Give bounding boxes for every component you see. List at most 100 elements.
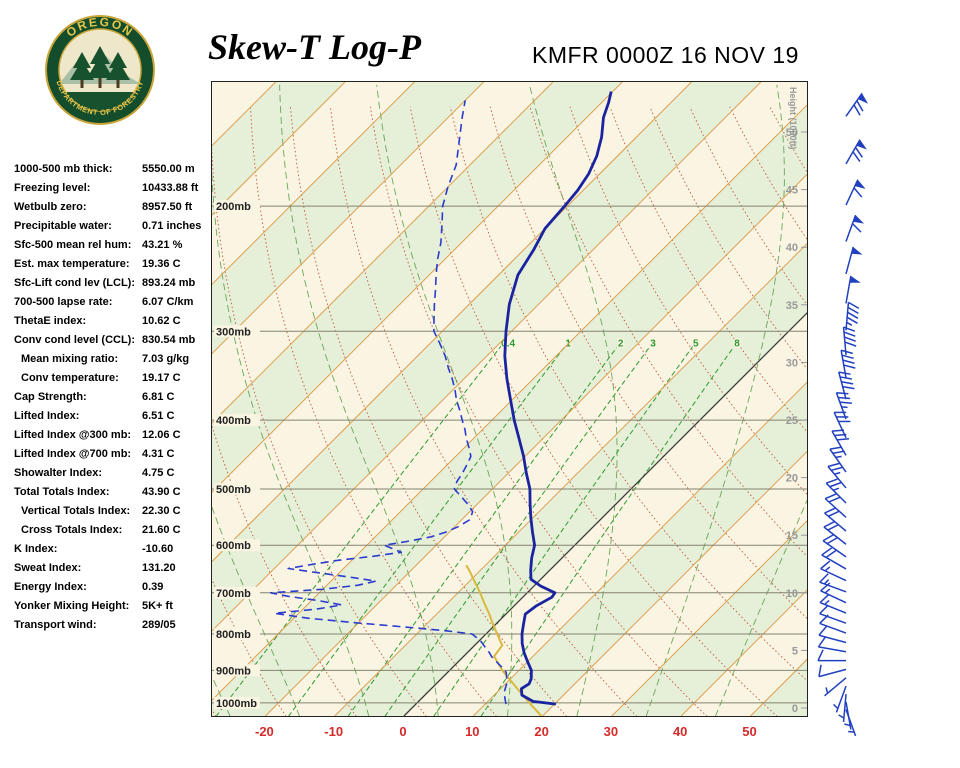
height-label: 5 [792,645,798,657]
height-label: 25 [786,415,798,427]
wind-barb [845,301,860,331]
wind-barb [821,547,847,570]
temperature-tick-label: -10 [324,724,344,739]
index-row: Transport wind: 289/05 [14,619,216,638]
index-label: Showalter Index: [14,467,103,479]
index-row: Showalter Index: 4.75 C [14,467,216,486]
wind-barb [838,694,847,723]
index-value: 10433.88 ft [142,182,199,194]
wind-barb [824,677,847,697]
index-label: Conv temperature: [21,372,119,384]
index-label: Mean mixing ratio: [21,353,119,365]
wind-barb [838,371,855,400]
index-value: 22.30 C [142,505,181,517]
wind-barb [845,275,861,304]
index-value: 43.90 C [142,486,181,498]
height-label: 15 [786,530,798,542]
height-label: 35 [786,300,798,312]
wind-barb [819,573,847,593]
temperature-trace [503,91,613,706]
odf-logo: OREGON DEPARTMENT OF FORESTRY [45,15,155,125]
wind-barb [835,392,852,420]
index-label: Freezing level: [14,182,91,194]
index-value: 21.60 C [142,524,181,536]
pressure-label: 600mb [216,540,251,552]
temperature-tick-label: 30 [603,724,619,739]
index-value: 6.07 C/km [142,296,194,308]
index-label: Sfc-500 mean rel hum: [14,239,132,251]
index-row: Sfc-500 mean rel hum: 43.21 % [14,239,216,258]
height-axis-label: Height (1000ft) [788,87,798,150]
index-value: 5550.00 m [142,163,195,175]
pressure-lines: 200mb 300mb 400mb 500mb 600mb 700mb 800mb 900mb… [212,200,807,710]
index-value: 131.20 [142,562,176,574]
index-value: 893.24 mb [142,277,196,289]
index-label: Lifted Index @700 mb: [14,448,132,460]
mixing-ratio-label: 2 [618,338,624,349]
index-label: Est. max temperature: [14,258,130,270]
wind-barb [833,685,847,713]
index-row: K Index: -10.60 [14,543,216,562]
wind-barb [819,593,847,614]
index-row: Est. max temperature: 19.36 C [14,258,216,277]
index-label: Precipitable water: [14,220,112,232]
index-value: 4.75 C [142,467,175,479]
index-label: ThetaE index: [14,315,87,327]
index-label: 700-500 lapse rate: [14,296,113,308]
wind-barb [845,139,867,165]
wind-barb [824,493,847,518]
height-label: 30 [786,357,798,369]
wind-barb [818,664,847,678]
index-value: 0.71 inches [142,220,202,232]
index-value: 43.21 % [142,239,183,251]
indices-panel: 1000-500 mb thick: 5550.00 m Freezing leve… [14,163,216,638]
index-label: Cap Strength: [14,391,87,403]
wind-barb [827,462,847,489]
index-value: -10.60 [142,543,174,555]
wind-barb [817,636,847,653]
wind-barb [817,649,846,662]
index-value: 19.36 C [142,258,181,270]
index-value: 6.51 C [142,410,175,422]
wind-barb [820,560,847,582]
height-label: 45 [786,185,798,197]
index-label: Vertical Totals Index: [21,505,131,517]
index-row: Vertical Totals Index: 22.30 C [14,505,216,524]
temperature-tick-label: 40 [672,724,688,739]
mixing-ratio-label: 3 [650,338,656,349]
index-value: 12.06 C [142,429,181,441]
index-label: Cross Totals Index: [21,524,123,536]
wind-barb [823,520,847,545]
height-label: 50 [786,127,798,139]
wind-barb [824,507,847,532]
temperature-tick-label: 50 [742,724,757,739]
wind-barb [845,179,866,206]
parcel-trace [465,564,543,716]
dry-adiabats [212,106,807,716]
index-row: Wetbulb zero: 8957.50 ft [14,201,216,220]
mixing-ratio-lines: 0.412358 [215,337,742,716]
height-label: 10 [786,588,798,600]
index-row: Yonker Mixing Height: 5K+ ft [14,600,216,619]
pressure-label: 800mb [216,629,251,641]
index-value: 10.62 C [142,315,181,327]
index-value: 5K+ ft [142,600,173,612]
mixing-ratio-label: 8 [734,338,740,349]
index-row: Cap Strength: 6.81 C [14,391,216,410]
index-row: ThetaE index: 10.62 C [14,315,216,334]
index-row: Conv cond level (CCL): 830.54 mb [14,334,216,353]
pressure-label: 300mb [216,326,251,338]
wind-barb [818,625,847,644]
index-value: 0.39 [142,581,164,593]
skewt-chart: 0.412358200mb300mb400mb500mb600mb700mb80… [211,81,808,717]
index-label: Transport wind: [14,619,97,631]
index-row: Precipitable water: 0.71 inches [14,220,216,239]
wind-barbs-column [817,92,869,737]
index-value: 289/05 [142,619,176,631]
index-label: Energy Index: [14,581,87,593]
wind-barb [844,701,852,730]
station-datetime: KMFR 0000Z 16 NOV 19 [532,42,799,68]
temperature-tick-label: 20 [534,724,549,739]
wind-barb [820,582,847,604]
